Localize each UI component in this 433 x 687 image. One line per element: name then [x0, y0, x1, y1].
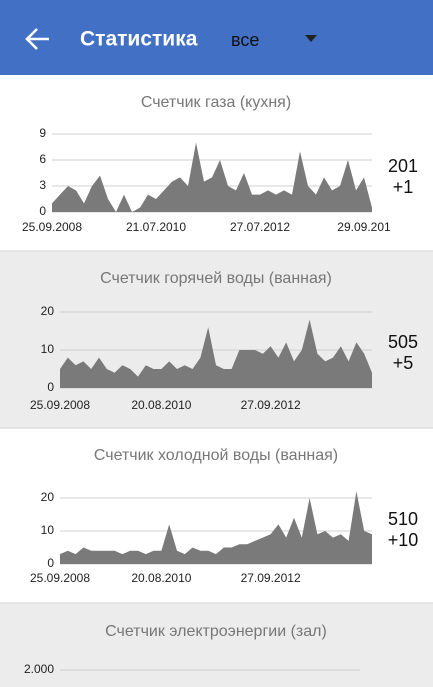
- x-tick-label: 21.07.2010: [126, 220, 186, 234]
- chart-title: Счетчик холодной воды (ванная): [94, 447, 338, 464]
- x-tick-label: 25.09.2008: [30, 398, 90, 412]
- chart-title: Счетчик электроэнергии (зал): [105, 623, 327, 640]
- y-tick-label: 6: [39, 152, 46, 166]
- y-tick-label: 20: [41, 490, 55, 504]
- filter-value: все: [231, 30, 259, 50]
- dropdown-arrow: [305, 35, 317, 42]
- y-tick-label: 9: [39, 126, 46, 140]
- card-background: [0, 251, 433, 428]
- area: [60, 491, 372, 564]
- x-tick-label: 20.08.2010: [131, 398, 191, 412]
- app-bar: [0, 0, 433, 75]
- x-tick-label: 25.09.2008: [22, 220, 82, 234]
- chart-title: Счетчик горячей воды (ванная): [100, 270, 332, 287]
- delta-value: +1: [393, 177, 414, 197]
- filter-dropdown[interactable]: все: [231, 30, 317, 50]
- x-tick-label: 27.09.2012: [241, 398, 301, 412]
- x-tick-label: 20.08.2010: [131, 571, 191, 585]
- y-tick-label: 0: [47, 556, 54, 570]
- delta-value: +5: [393, 353, 414, 373]
- y-tick-label: 0: [39, 204, 46, 218]
- total-value: 510: [388, 509, 418, 529]
- area: [52, 142, 372, 212]
- y-tick-label: 2.000: [24, 662, 54, 676]
- card-background: [0, 603, 433, 687]
- area: [60, 319, 372, 388]
- x-tick-label: 27.09.2012: [241, 571, 301, 585]
- y-tick-label: 20: [41, 304, 55, 318]
- y-tick-label: 10: [41, 342, 55, 356]
- app-title: Статистика: [80, 28, 198, 51]
- delta-value: +10: [388, 530, 419, 550]
- total-value: 505: [388, 332, 418, 352]
- x-tick-label: 25.09.2008: [30, 571, 90, 585]
- chart-title: Счетчик газа (кухня): [141, 94, 291, 111]
- total-value: 201: [388, 156, 418, 176]
- y-tick-label: 0: [47, 380, 54, 394]
- back-button[interactable]: [25, 28, 49, 50]
- y-tick-label: 10: [41, 523, 55, 537]
- y-tick-label: 3: [39, 178, 46, 192]
- x-tick-label: 27.07.2012: [230, 220, 290, 234]
- x-tick-label: 29.09.201: [337, 220, 391, 234]
